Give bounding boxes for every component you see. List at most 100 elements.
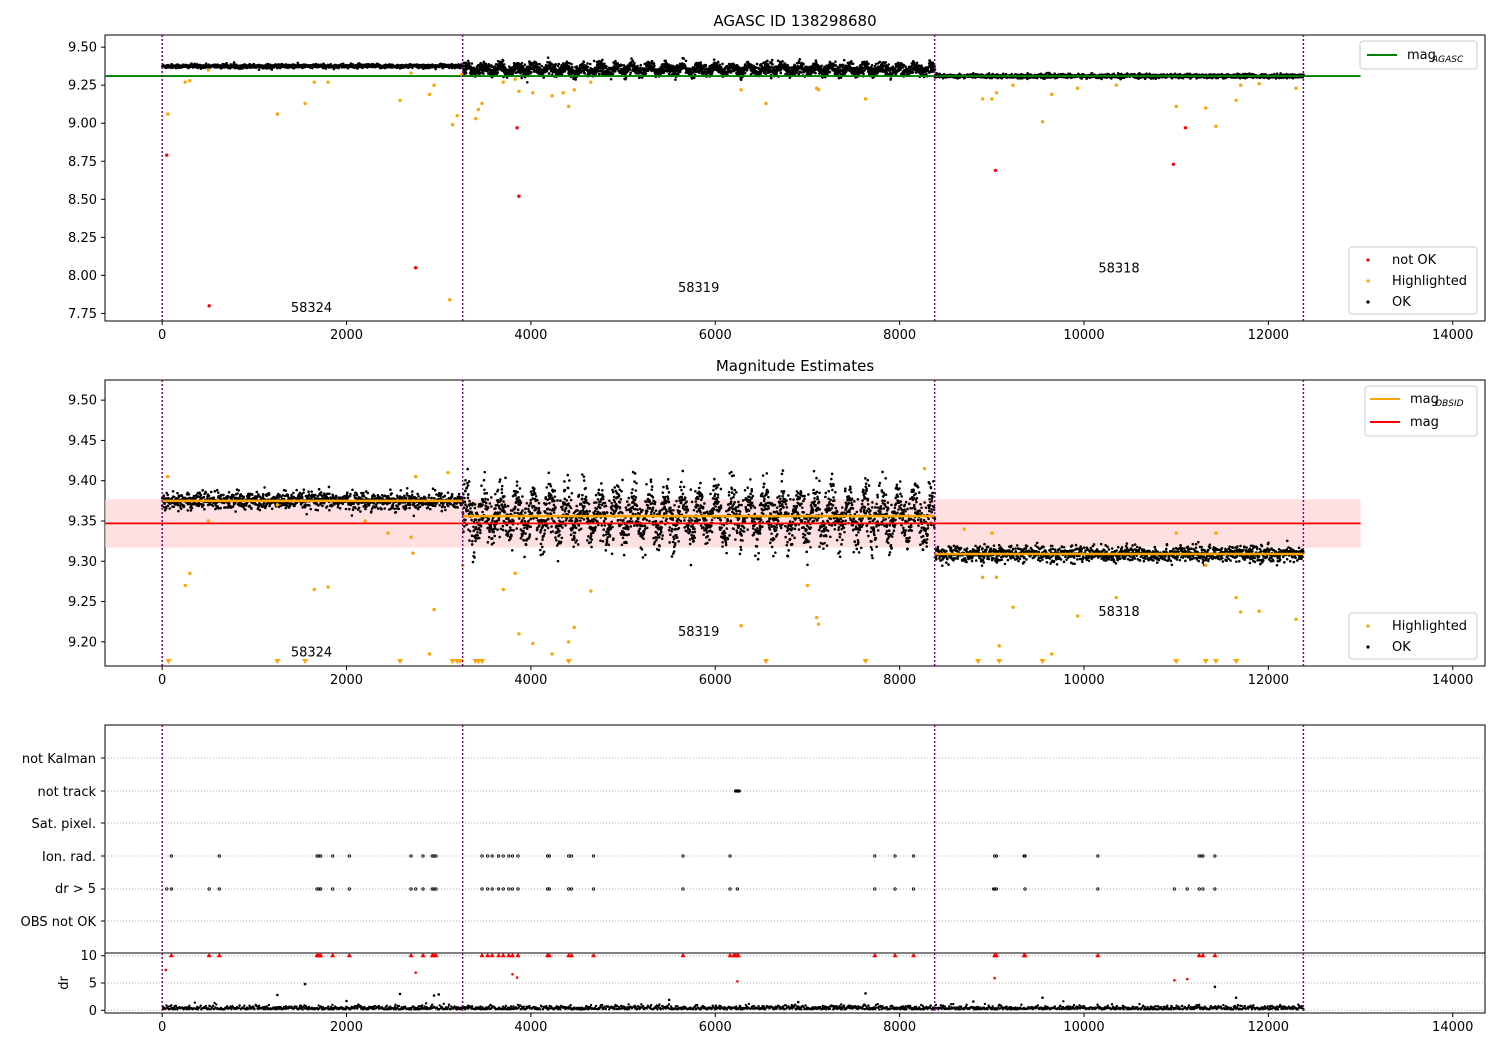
ok-point xyxy=(771,63,774,66)
ok-point xyxy=(525,80,529,84)
ok-point xyxy=(248,62,251,66)
ok-point xyxy=(546,56,550,59)
ok-point xyxy=(482,72,485,75)
ok-point xyxy=(800,71,803,74)
ok-point xyxy=(563,70,567,73)
ok-point xyxy=(597,72,601,76)
ok-point xyxy=(570,62,573,66)
ok-point xyxy=(646,69,650,73)
ok-point xyxy=(631,59,635,63)
ok-point xyxy=(870,63,874,67)
ok-point xyxy=(628,68,632,71)
ok-point xyxy=(601,58,604,62)
ok-point xyxy=(887,63,891,66)
chart-title: AGASC ID 138298680 xyxy=(713,12,876,30)
ok-point xyxy=(586,62,589,65)
ok-point xyxy=(521,65,525,69)
ok-point xyxy=(470,62,474,65)
ok-point xyxy=(257,68,261,71)
ok-point xyxy=(523,63,527,66)
ok-point xyxy=(512,70,515,74)
ok-point xyxy=(781,60,784,63)
x-tick-label: 14000 xyxy=(1432,328,1473,343)
ok-point xyxy=(798,58,802,61)
ok-point xyxy=(501,59,505,63)
ok-point xyxy=(682,57,685,60)
ok-point xyxy=(575,65,578,68)
ok-point xyxy=(743,71,747,75)
ok-point xyxy=(629,71,632,74)
ok-point xyxy=(586,65,590,69)
ok-point xyxy=(530,70,533,74)
ok-point xyxy=(222,62,225,66)
ok-point xyxy=(755,62,759,66)
ok-point xyxy=(834,60,837,63)
ok-point xyxy=(469,65,472,68)
ok-point xyxy=(874,62,878,66)
ok-point xyxy=(841,63,845,67)
ok-point xyxy=(574,78,577,81)
ok-point xyxy=(879,69,882,73)
ok-point xyxy=(482,60,486,64)
ok-point xyxy=(770,65,773,69)
x-tick-label: 10000 xyxy=(1063,328,1104,343)
x-tick-label: 6000 xyxy=(699,328,732,343)
ok-point xyxy=(466,59,470,63)
ok-point xyxy=(467,61,471,65)
ok-point xyxy=(232,61,236,64)
ok-point xyxy=(884,61,888,64)
ok-point xyxy=(464,68,468,72)
y-tick-label: 8.75 xyxy=(68,155,97,170)
ok-point xyxy=(911,71,915,74)
ok-point xyxy=(716,60,720,64)
ok-point xyxy=(664,59,668,63)
ok-point xyxy=(547,72,551,75)
axes-frame xyxy=(104,34,1486,322)
panel-agasc: AGASC ID 138298680 0 2000 4000 6000 8000 1000… xyxy=(68,12,1486,343)
ok-point xyxy=(851,62,855,66)
ok-point xyxy=(1045,71,1049,75)
ok-point xyxy=(678,70,682,74)
ok-point xyxy=(726,72,729,76)
ok-point xyxy=(650,60,654,63)
ok-point xyxy=(819,65,823,69)
ok-point xyxy=(540,64,544,68)
ok-point xyxy=(1279,72,1282,75)
ok-point xyxy=(862,72,865,76)
ok-point xyxy=(636,64,639,68)
x-tick-label: 12000 xyxy=(1248,328,1289,343)
ok-point xyxy=(842,58,846,62)
ok-point xyxy=(710,72,714,75)
ok-point xyxy=(520,76,523,80)
x-tick-label: 4000 xyxy=(514,328,547,343)
ok-point xyxy=(769,76,773,80)
ok-point xyxy=(745,68,749,72)
x-tick-label: 2000 xyxy=(330,328,363,343)
ok-point xyxy=(770,58,774,62)
ok-point xyxy=(915,61,919,65)
ok-point xyxy=(814,71,817,75)
ok-point xyxy=(737,66,741,69)
x-tick-label: 0 xyxy=(158,328,166,343)
plot-area: 0 2000 4000 6000 8000 10000 12000 140007.758.00… xyxy=(68,34,1486,343)
ok-point xyxy=(834,64,838,67)
ok-point xyxy=(614,59,617,63)
y-tick-label: 7.75 xyxy=(68,307,97,322)
ok-point xyxy=(828,70,832,74)
y-tick-label: 9.50 xyxy=(68,41,97,56)
ok-point xyxy=(583,72,587,75)
ok-point xyxy=(684,59,688,63)
ok-point xyxy=(603,62,606,66)
ok-point xyxy=(850,59,853,63)
ok-point xyxy=(538,62,541,66)
ok-point xyxy=(878,60,882,64)
ok-point xyxy=(633,61,636,65)
ok-point xyxy=(588,62,592,66)
ok-point xyxy=(639,63,643,67)
ok-point xyxy=(653,64,656,67)
ok-point xyxy=(779,71,783,75)
ok-point xyxy=(712,58,716,61)
ok-point xyxy=(674,78,677,81)
ok-point xyxy=(237,67,241,70)
